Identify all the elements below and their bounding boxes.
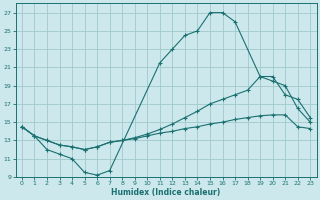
- X-axis label: Humidex (Indice chaleur): Humidex (Indice chaleur): [111, 188, 221, 197]
